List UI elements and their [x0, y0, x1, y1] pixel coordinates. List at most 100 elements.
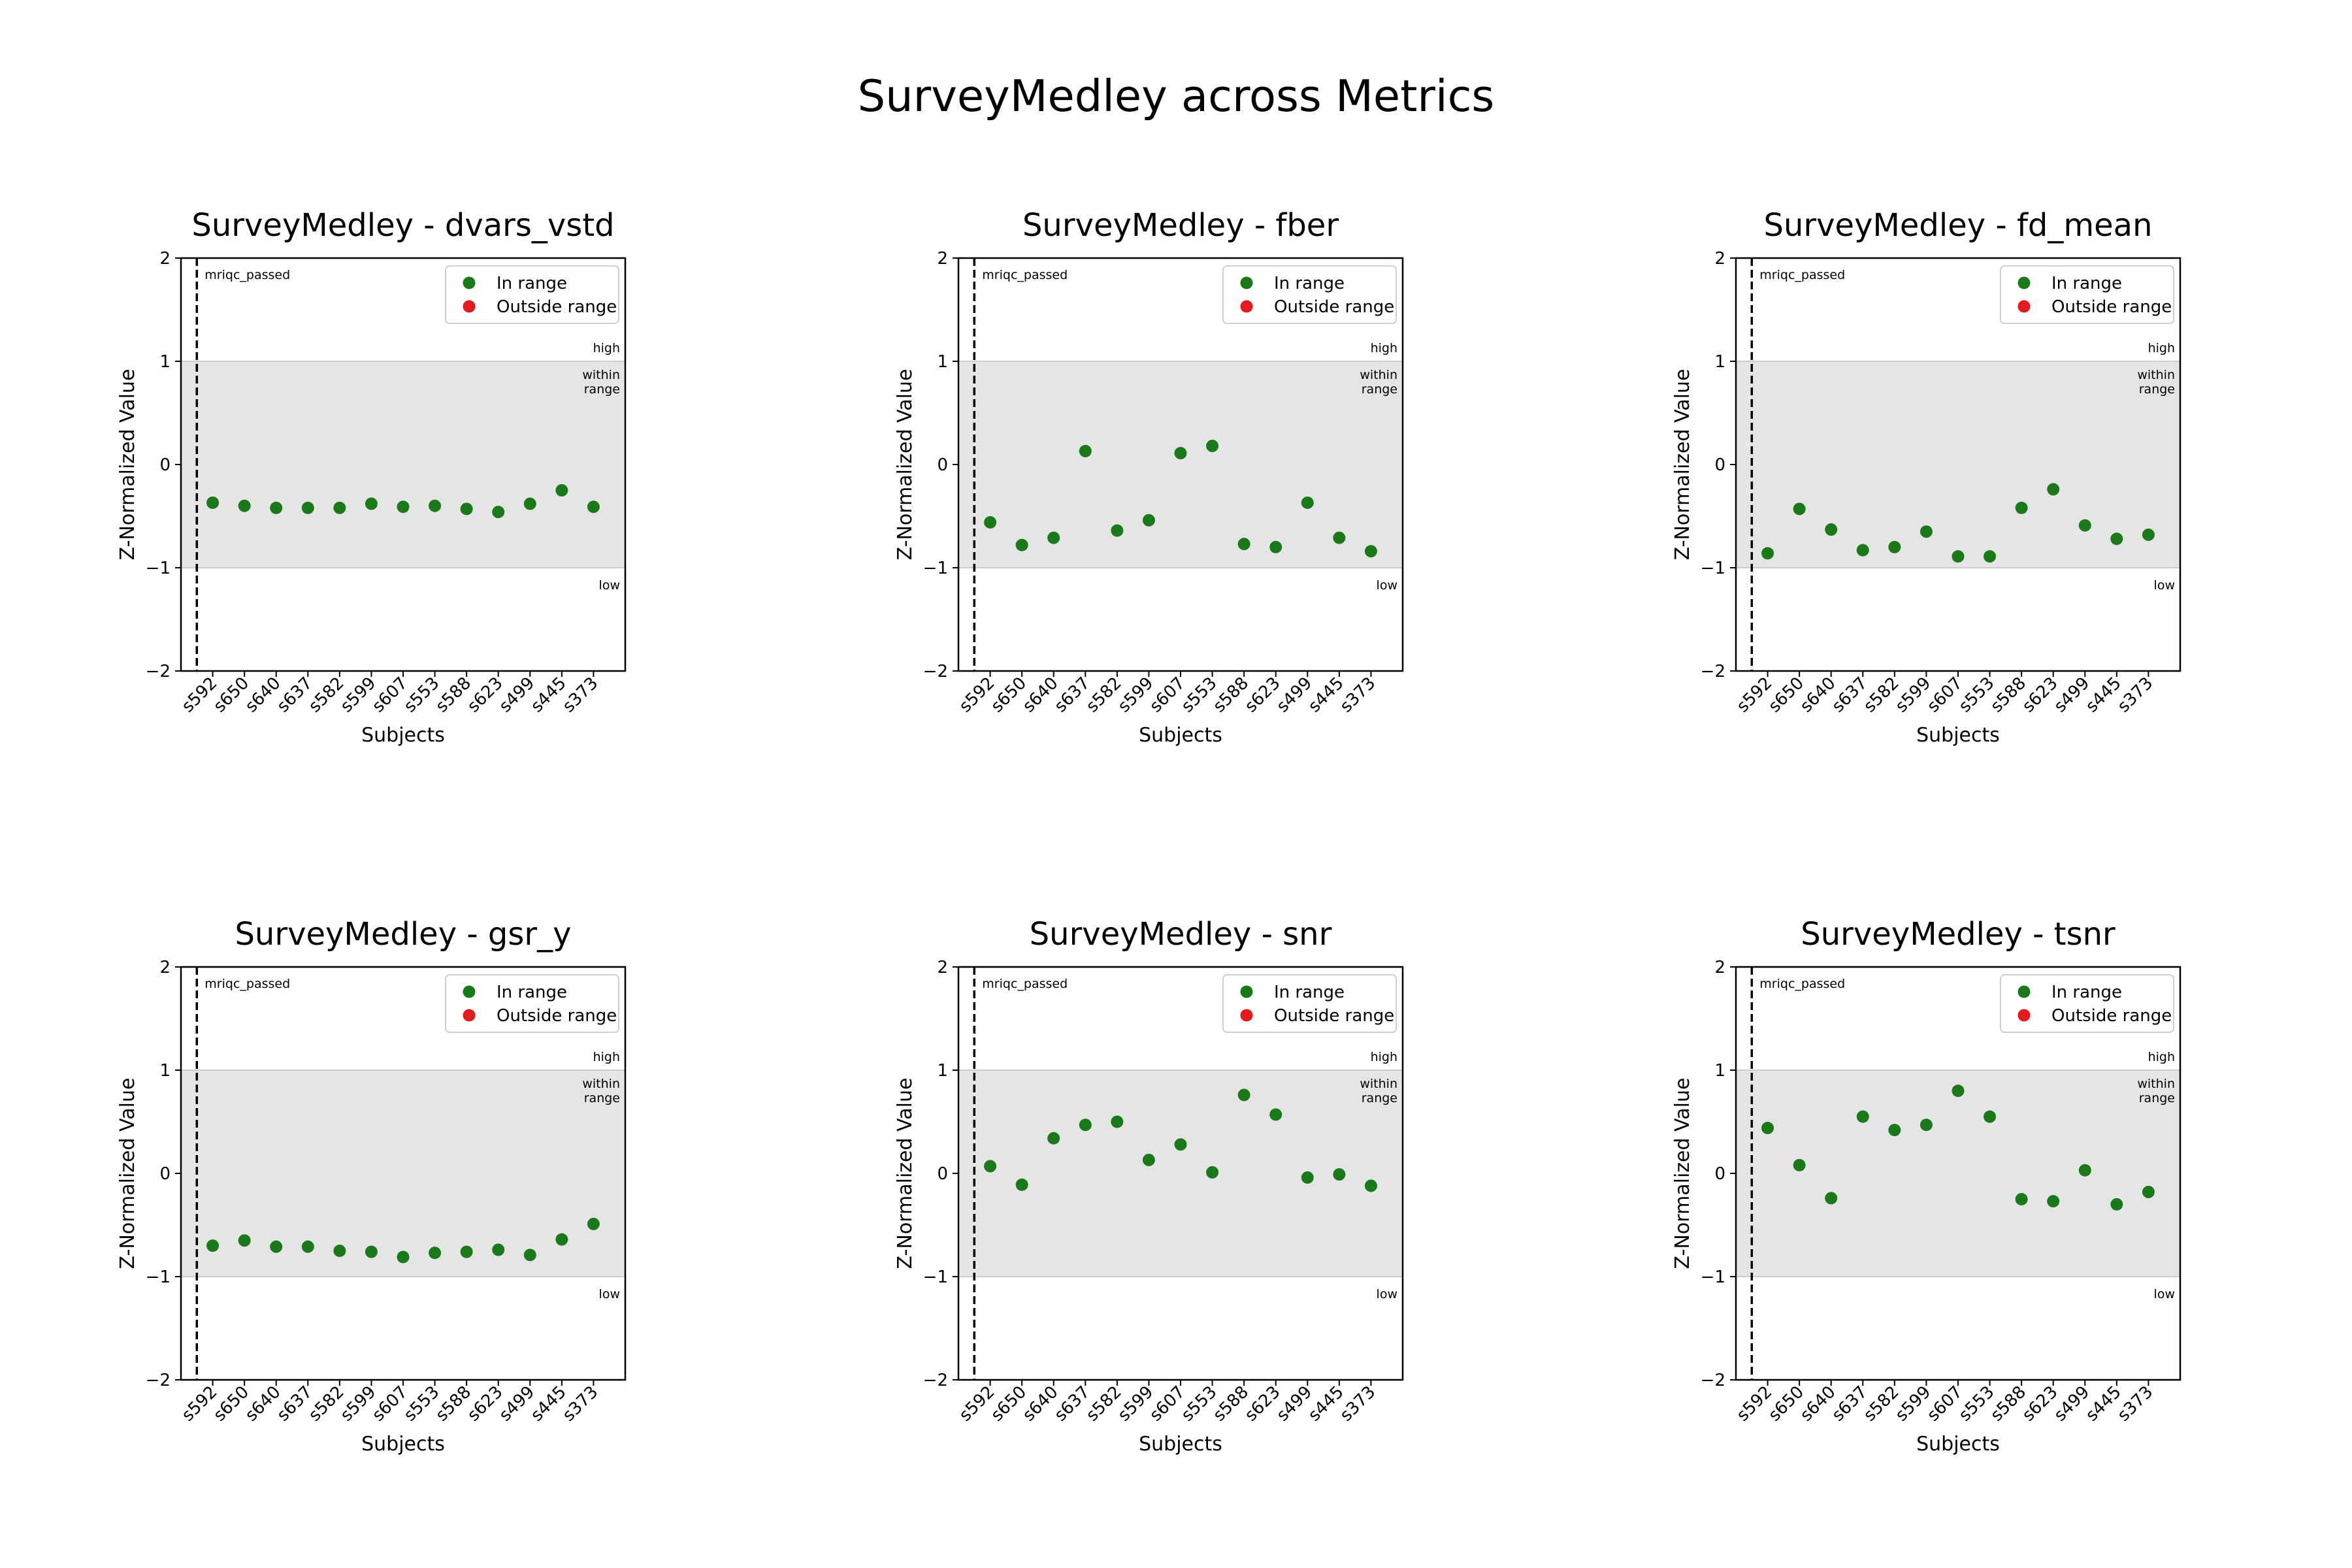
band-range-label: range — [584, 1091, 620, 1105]
within-range-band — [181, 361, 625, 568]
x-tick-label: s499 — [1273, 674, 1316, 717]
y-tick-label: −2 — [146, 1371, 171, 1390]
point-in-range-s623 — [1269, 540, 1282, 553]
legend-box — [2000, 974, 2174, 1033]
legend-label-outside-range: Outside range — [497, 297, 617, 317]
within-range-band — [958, 1070, 1403, 1277]
x-tick-label: s373 — [559, 674, 602, 717]
band-high-label: high — [2148, 1050, 2175, 1064]
x-tick-label: s553 — [1955, 1382, 1999, 1426]
y-tick-label: 2 — [937, 958, 948, 977]
figure-title: SurveyMedley across Metrics — [858, 71, 1495, 122]
legend-label-in-range: In range — [1274, 983, 1345, 1002]
point-in-range-s582 — [1111, 1115, 1124, 1128]
x-axis-label: Subjects — [361, 1433, 445, 1456]
y-tick-label: 1 — [159, 352, 171, 372]
legend-marker-outside-range — [463, 1009, 476, 1022]
band-within-label: within — [2137, 368, 2175, 382]
legend-label-outside-range: Outside range — [497, 1006, 617, 1026]
within-range-band — [958, 361, 1403, 568]
y-axis-label: Z-Normalized Value — [894, 369, 917, 561]
band-within-label: within — [2137, 1077, 2175, 1091]
mriqc-passed-label: mriqc_passed — [1759, 268, 1845, 282]
legend-marker-outside-range — [1240, 300, 1253, 313]
legend-label-outside-range: Outside range — [2051, 297, 2172, 317]
y-tick-label: 2 — [1714, 249, 1725, 269]
x-tick-label: s599 — [1891, 674, 1935, 717]
legend-marker-in-range — [2017, 276, 2031, 289]
point-in-range-s650 — [238, 1234, 251, 1247]
mriqc-passed-label: mriqc_passed — [204, 977, 290, 991]
point-in-range-s640 — [270, 501, 283, 514]
x-tick-label: s499 — [495, 674, 538, 717]
point-in-range-s373 — [587, 500, 600, 514]
y-tick-label: 0 — [937, 1164, 948, 1184]
y-axis-label: Z-Normalized Value — [894, 1078, 917, 1269]
y-tick-label: 0 — [937, 455, 948, 475]
x-tick-label: s623 — [1241, 674, 1284, 717]
point-in-range-s445 — [2110, 1198, 2123, 1211]
y-tick-label: −2 — [1701, 1371, 1725, 1390]
point-in-range-s599 — [1919, 525, 1933, 538]
x-tick-label: s373 — [2114, 674, 2157, 717]
band-range-label: range — [1362, 382, 1397, 397]
band-range-label: range — [584, 382, 620, 397]
point-in-range-s637 — [1856, 1110, 1869, 1123]
y-tick-label: 2 — [159, 958, 171, 977]
point-in-range-s599 — [1919, 1119, 1933, 1132]
point-in-range-s599 — [1142, 514, 1155, 527]
y-tick-label: −2 — [923, 1371, 948, 1390]
x-tick-label: s588 — [1987, 674, 2030, 717]
y-tick-label: −1 — [923, 559, 948, 578]
point-in-range-s592 — [206, 1239, 220, 1252]
band-range-label: range — [2139, 382, 2175, 397]
x-tick-label: s553 — [1178, 1382, 1221, 1426]
x-tick-label: s623 — [2019, 1382, 2062, 1426]
point-in-range-s499 — [1301, 496, 1314, 509]
x-tick-label: s499 — [1273, 1382, 1316, 1426]
x-tick-label: s599 — [1891, 1382, 1935, 1426]
x-tick-label: s607 — [1923, 674, 1967, 717]
x-tick-label: s582 — [1083, 674, 1126, 717]
mriqc-passed-label: mriqc_passed — [204, 268, 290, 282]
x-tick-label: s623 — [464, 1382, 507, 1426]
x-tick-label: s607 — [1146, 1382, 1189, 1426]
x-tick-label: s582 — [305, 674, 348, 717]
x-tick-label: s373 — [2114, 1382, 2157, 1426]
band-low-label: low — [599, 578, 620, 593]
y-tick-label: −1 — [923, 1267, 948, 1287]
x-tick-label: s445 — [527, 1382, 570, 1426]
x-tick-label: s588 — [1209, 674, 1252, 717]
y-tick-label: 0 — [159, 1164, 171, 1184]
legend-box — [445, 265, 619, 324]
legend-marker-outside-range — [1240, 1009, 1253, 1022]
point-in-range-s582 — [333, 1245, 346, 1257]
x-tick-label: s640 — [1019, 674, 1062, 717]
x-tick-label: s650 — [210, 1382, 253, 1426]
point-in-range-s592 — [984, 1160, 997, 1173]
x-tick-label: s592 — [178, 674, 221, 717]
point-in-range-s373 — [1364, 1179, 1377, 1192]
point-in-range-s592 — [1761, 547, 1774, 560]
x-tick-label: s373 — [1336, 674, 1379, 717]
x-axis-label: Subjects — [1139, 724, 1222, 747]
x-tick-label: s640 — [1019, 1382, 1062, 1426]
mriqc-passed-label: mriqc_passed — [1759, 977, 1845, 991]
point-in-range-s623 — [1269, 1108, 1282, 1121]
point-in-range-s650 — [1015, 1178, 1028, 1191]
y-tick-label: 1 — [1714, 352, 1725, 372]
band-low-label: low — [2154, 578, 2175, 593]
band-within-label: within — [1360, 368, 1397, 382]
y-tick-label: 0 — [1714, 455, 1725, 475]
point-in-range-s588 — [460, 502, 473, 515]
subplot-title: SurveyMedley - fber — [1022, 207, 1339, 244]
legend-label-in-range: In range — [497, 274, 567, 293]
x-tick-label: s637 — [1828, 1382, 1871, 1426]
point-in-range-s650 — [1793, 1158, 1806, 1171]
x-tick-label: s445 — [1305, 674, 1348, 717]
band-within-label: within — [582, 368, 620, 382]
point-in-range-s637 — [301, 501, 314, 514]
